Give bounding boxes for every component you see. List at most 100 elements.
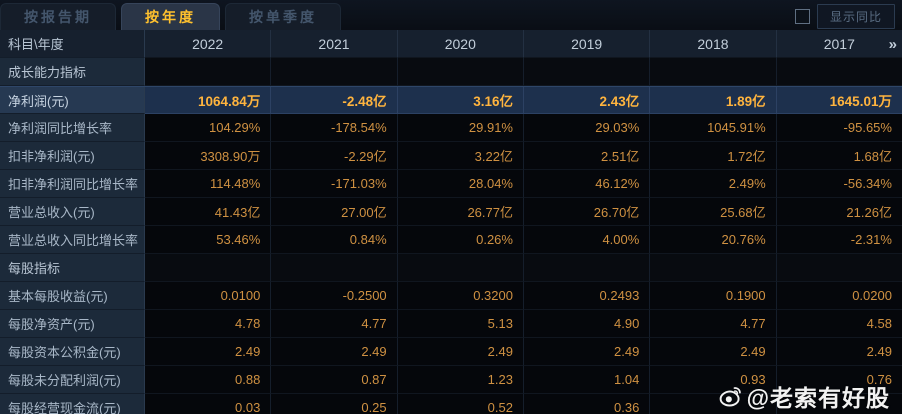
table-row[interactable]: 每股未分配利润(元) 0.88 0.87 1.23 1.04 0.93 0.76 xyxy=(0,366,902,394)
row-label: 每股资本公积金(元) xyxy=(0,338,145,366)
tab-annual[interactable]: 按年度 xyxy=(121,3,220,30)
more-years-icon[interactable]: » xyxy=(888,35,897,53)
year-column-header[interactable]: 2021 xyxy=(271,30,398,58)
row-values: 0.0100 -0.2500 0.3200 0.2493 0.1900 0.0200 xyxy=(145,282,902,310)
value-cell: 0.0100 xyxy=(145,282,272,310)
row-values xyxy=(145,254,902,282)
row-values: 53.46% 0.84% 0.26% 4.00% 20.76% -2.31% xyxy=(145,226,902,254)
section-row[interactable]: 每股指标 xyxy=(0,254,902,282)
table-row[interactable]: 净利润(元) 1064.84万 -2.48亿 3.16亿 2.43亿 1.89亿 1645.… xyxy=(0,86,902,114)
value-cell: 104.29% xyxy=(145,114,272,142)
year-column-header[interactable]: 2019 xyxy=(523,30,651,58)
yoy-controls: 显示同比 xyxy=(794,4,895,29)
row-values: 0.03 0.25 0.52 0.36 xyxy=(145,394,902,414)
value-cell: 46.12% xyxy=(523,170,651,198)
table-row[interactable]: 扣非净利润同比增长率 114.48% -171.03% 28.04% 46.12% 2.4… xyxy=(0,170,902,198)
value-cell: 26.70亿 xyxy=(523,198,651,226)
financials-table: 科目\年度 2022 2021 2020 2019 2018 2017 » 成长能力指标净… xyxy=(0,30,902,414)
show-yoy-button[interactable]: 显示同比 xyxy=(816,4,895,29)
value-cell: 0.87 xyxy=(271,366,398,394)
value-cell: 4.00% xyxy=(523,226,651,254)
year-column-header[interactable]: 2017 xyxy=(776,30,902,58)
value-cell: 2.49 xyxy=(650,338,777,366)
value-cell: 1.89亿 xyxy=(650,87,777,114)
value-cell: 25.68亿 xyxy=(650,198,777,226)
value-cell: 4.77 xyxy=(650,310,777,338)
row-label: 扣非净利润(元) xyxy=(0,142,145,170)
value-cell: 0.1900 xyxy=(650,282,777,310)
value-cell: 29.91% xyxy=(397,114,524,142)
row-label: 每股指标 xyxy=(0,254,145,282)
value-cell: 0.2493 xyxy=(523,282,651,310)
row-label: 净利润(元) xyxy=(0,87,145,114)
row-label: 营业总收入(元) xyxy=(0,198,145,226)
row-values: 104.29% -178.54% 29.91% 29.03% 1045.91% -95.6… xyxy=(145,114,902,142)
value-cell: 2.49 xyxy=(145,338,272,366)
row-label: 每股净资产(元) xyxy=(0,310,145,338)
year-column-header[interactable]: 2022 xyxy=(145,30,272,58)
year-column-header[interactable]: 2020 xyxy=(397,30,524,58)
value-cell xyxy=(271,58,398,86)
value-cell xyxy=(650,254,777,282)
row-values: 41.43亿 27.00亿 26.77亿 26.70亿 25.68亿 21.26亿 xyxy=(145,198,902,226)
row-label: 营业总收入同比增长率 xyxy=(0,226,145,254)
value-cell: 2.49 xyxy=(776,338,902,366)
value-cell xyxy=(523,254,651,282)
table-row[interactable]: 每股经营现金流(元) 0.03 0.25 0.52 0.36 xyxy=(0,394,902,414)
value-cell: -178.54% xyxy=(271,114,398,142)
value-cell: 1.23 xyxy=(397,366,524,394)
value-cell: 28.04% xyxy=(397,170,524,198)
value-cell: 3308.90万 xyxy=(145,142,272,170)
row-values xyxy=(145,58,902,86)
show-yoy-checkbox[interactable] xyxy=(794,9,810,24)
tab-report-period[interactable]: 按报告期 xyxy=(0,3,116,30)
value-cell: 2.43亿 xyxy=(523,87,651,114)
value-cell xyxy=(776,254,902,282)
value-cell: -2.48亿 xyxy=(271,87,398,114)
value-cell: 0.03 xyxy=(145,394,272,414)
value-cell xyxy=(523,58,651,86)
value-cell: 2.51亿 xyxy=(523,142,651,170)
row-values: 114.48% -171.03% 28.04% 46.12% 2.49% -56.34% xyxy=(145,170,902,198)
value-cell: 1.72亿 xyxy=(650,142,777,170)
corner-header: 科目\年度 xyxy=(0,30,145,58)
table-row[interactable]: 营业总收入同比增长率 53.46% 0.84% 0.26% 4.00% 20.76% -2.… xyxy=(0,226,902,254)
value-cell xyxy=(650,394,777,414)
value-cell xyxy=(271,254,398,282)
row-values: 4.78 4.77 5.13 4.90 4.77 4.58 xyxy=(145,310,902,338)
value-cell xyxy=(650,58,777,86)
value-cell xyxy=(776,58,902,86)
value-cell: 2.49 xyxy=(397,338,524,366)
value-cell: 0.25 xyxy=(271,394,398,414)
row-label: 成长能力指标 xyxy=(0,58,145,86)
value-cell: -95.65% xyxy=(776,114,902,142)
value-cell: 0.36 xyxy=(523,394,651,414)
value-cell: 0.3200 xyxy=(397,282,524,310)
section-row[interactable]: 成长能力指标 xyxy=(0,58,902,86)
value-cell: 0.0200 xyxy=(776,282,902,310)
value-cell: 0.93 xyxy=(650,366,777,394)
tab-single-quarter[interactable]: 按单季度 xyxy=(225,3,341,30)
value-cell: 3.16亿 xyxy=(397,87,524,114)
row-values: 3308.90万 -2.29亿 3.22亿 2.51亿 1.72亿 1.68亿 xyxy=(145,142,902,170)
value-cell: -171.03% xyxy=(271,170,398,198)
table-row[interactable]: 每股净资产(元) 4.78 4.77 5.13 4.90 4.77 4.58 xyxy=(0,310,902,338)
year-column-header[interactable]: 2018 xyxy=(650,30,777,58)
value-cell: 114.48% xyxy=(145,170,272,198)
value-cell: 3.22亿 xyxy=(397,142,524,170)
value-cell: 1.04 xyxy=(523,366,651,394)
value-cell: 41.43亿 xyxy=(145,198,272,226)
table-row[interactable]: 每股资本公积金(元) 2.49 2.49 2.49 2.49 2.49 2.49 xyxy=(0,338,902,366)
value-cell: 0.26% xyxy=(397,226,524,254)
value-cell: 4.90 xyxy=(523,310,651,338)
table-row[interactable]: 营业总收入(元) 41.43亿 27.00亿 26.77亿 26.70亿 25.68亿 21… xyxy=(0,198,902,226)
table-row[interactable]: 基本每股收益(元) 0.0100 -0.2500 0.3200 0.2493 0.1900… xyxy=(0,282,902,310)
value-cell: 20.76% xyxy=(650,226,777,254)
table-row[interactable]: 扣非净利润(元) 3308.90万 -2.29亿 3.22亿 2.51亿 1.72亿 1.6… xyxy=(0,142,902,170)
value-cell: 1064.84万 xyxy=(145,87,272,114)
value-cell xyxy=(397,58,524,86)
table-row[interactable]: 净利润同比增长率 104.29% -178.54% 29.91% 29.03% 1045.… xyxy=(0,114,902,142)
value-cell: 5.13 xyxy=(397,310,524,338)
row-label: 每股经营现金流(元) xyxy=(0,394,145,414)
value-cell: 53.46% xyxy=(145,226,272,254)
